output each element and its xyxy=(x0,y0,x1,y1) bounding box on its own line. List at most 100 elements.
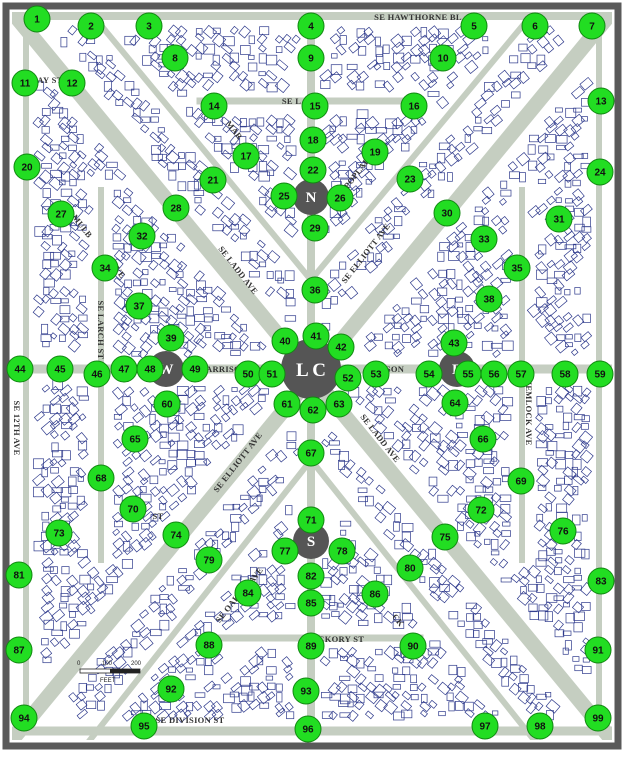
marker-92[interactable]: 92 xyxy=(157,675,185,703)
marker-60[interactable]: 60 xyxy=(153,390,181,418)
marker-98[interactable]: 98 xyxy=(526,712,554,740)
marker-circle[interactable] xyxy=(301,276,329,304)
marker-78[interactable]: 78 xyxy=(328,537,356,565)
marker-87[interactable]: 87 xyxy=(5,636,33,664)
marker-circle[interactable] xyxy=(5,636,33,664)
marker-30[interactable]: 30 xyxy=(433,199,461,227)
marker-13[interactable]: 13 xyxy=(587,87,615,115)
marker-94[interactable]: 94 xyxy=(10,704,38,732)
marker-39[interactable]: 39 xyxy=(157,324,185,352)
marker-circle[interactable] xyxy=(119,495,147,523)
marker-circle[interactable] xyxy=(584,636,612,664)
marker-circle[interactable] xyxy=(297,12,325,40)
marker-52[interactable]: 52 xyxy=(334,364,362,392)
marker-circle[interactable] xyxy=(271,537,299,565)
marker-91[interactable]: 91 xyxy=(584,636,612,664)
marker-81[interactable]: 81 xyxy=(5,561,33,589)
marker-70[interactable]: 70 xyxy=(119,495,147,523)
marker-circle[interactable] xyxy=(91,254,119,282)
marker-8[interactable]: 8 xyxy=(161,44,189,72)
marker-circle[interactable] xyxy=(587,567,615,595)
marker-6[interactable]: 6 xyxy=(521,12,549,40)
marker-57[interactable]: 57 xyxy=(507,360,535,388)
marker-circle[interactable] xyxy=(297,506,325,534)
marker-circle[interactable] xyxy=(45,519,73,547)
marker-28[interactable]: 28 xyxy=(162,194,190,222)
marker-circle[interactable] xyxy=(232,142,260,170)
marker-56[interactable]: 56 xyxy=(480,360,508,388)
marker-25[interactable]: 25 xyxy=(270,182,298,210)
marker-circle[interactable] xyxy=(521,12,549,40)
marker-circle[interactable] xyxy=(302,322,330,350)
marker-80[interactable]: 80 xyxy=(396,554,424,582)
marker-circle[interactable] xyxy=(77,12,105,40)
marker-circle[interactable] xyxy=(433,199,461,227)
marker-64[interactable]: 64 xyxy=(441,389,469,417)
marker-96[interactable]: 96 xyxy=(294,715,322,743)
marker-31[interactable]: 31 xyxy=(545,205,573,233)
marker-11[interactable]: 11 xyxy=(11,69,39,97)
marker-84[interactable]: 84 xyxy=(234,579,262,607)
marker-circle[interactable] xyxy=(396,554,424,582)
marker-59[interactable]: 59 xyxy=(586,360,614,388)
marker-circle[interactable] xyxy=(271,327,299,355)
marker-circle[interactable] xyxy=(136,355,164,383)
marker-circle[interactable] xyxy=(327,333,355,361)
marker-circle[interactable] xyxy=(135,12,163,40)
marker-circle[interactable] xyxy=(157,675,185,703)
marker-circle[interactable] xyxy=(87,464,115,492)
marker-circle[interactable] xyxy=(195,631,223,659)
marker-45[interactable]: 45 xyxy=(46,355,74,383)
marker-36[interactable]: 36 xyxy=(301,276,329,304)
marker-15[interactable]: 15 xyxy=(301,92,329,120)
marker-67[interactable]: 67 xyxy=(297,439,325,467)
marker-9[interactable]: 9 xyxy=(297,44,325,72)
marker-circle[interactable] xyxy=(83,360,111,388)
marker-74[interactable]: 74 xyxy=(162,521,190,549)
marker-53[interactable]: 53 xyxy=(362,360,390,388)
marker-26[interactable]: 26 xyxy=(326,184,354,212)
marker-circle[interactable] xyxy=(328,537,356,565)
marker-85[interactable]: 85 xyxy=(297,589,325,617)
marker-circle[interactable] xyxy=(6,355,34,383)
marker-circle[interactable] xyxy=(400,92,428,120)
marker-circle[interactable] xyxy=(161,44,189,72)
marker-circle[interactable] xyxy=(273,390,301,418)
marker-49[interactable]: 49 xyxy=(181,355,209,383)
marker-27[interactable]: 27 xyxy=(47,200,75,228)
marker-circle[interactable] xyxy=(301,214,329,242)
marker-circle[interactable] xyxy=(431,523,459,551)
marker-77[interactable]: 77 xyxy=(271,537,299,565)
marker-29[interactable]: 29 xyxy=(301,214,329,242)
marker-93[interactable]: 93 xyxy=(292,677,320,705)
marker-82[interactable]: 82 xyxy=(297,562,325,590)
marker-circle[interactable] xyxy=(297,632,325,660)
marker-circle[interactable] xyxy=(475,285,503,313)
marker-circle[interactable] xyxy=(334,364,362,392)
marker-circle[interactable] xyxy=(471,712,499,740)
marker-circle[interactable] xyxy=(415,360,443,388)
marker-16[interactable]: 16 xyxy=(400,92,428,120)
marker-circle[interactable] xyxy=(125,292,153,320)
marker-21[interactable]: 21 xyxy=(199,166,227,194)
marker-48[interactable]: 48 xyxy=(136,355,164,383)
marker-circle[interactable] xyxy=(429,44,457,72)
marker-41[interactable]: 41 xyxy=(302,322,330,350)
marker-circle[interactable] xyxy=(586,360,614,388)
marker-2[interactable]: 2 xyxy=(77,12,105,40)
marker-17[interactable]: 17 xyxy=(232,142,260,170)
marker-circle[interactable] xyxy=(297,44,325,72)
marker-circle[interactable] xyxy=(195,546,223,574)
marker-12[interactable]: 12 xyxy=(58,69,86,97)
marker-circle[interactable] xyxy=(301,92,329,120)
marker-1[interactable]: 1 xyxy=(23,5,51,33)
marker-22[interactable]: 22 xyxy=(299,156,327,184)
marker-circle[interactable] xyxy=(292,677,320,705)
marker-97[interactable]: 97 xyxy=(471,712,499,740)
marker-circle[interactable] xyxy=(47,200,75,228)
marker-4[interactable]: 4 xyxy=(297,12,325,40)
marker-69[interactable]: 69 xyxy=(507,467,535,495)
marker-63[interactable]: 63 xyxy=(325,390,353,418)
marker-83[interactable]: 83 xyxy=(587,567,615,595)
